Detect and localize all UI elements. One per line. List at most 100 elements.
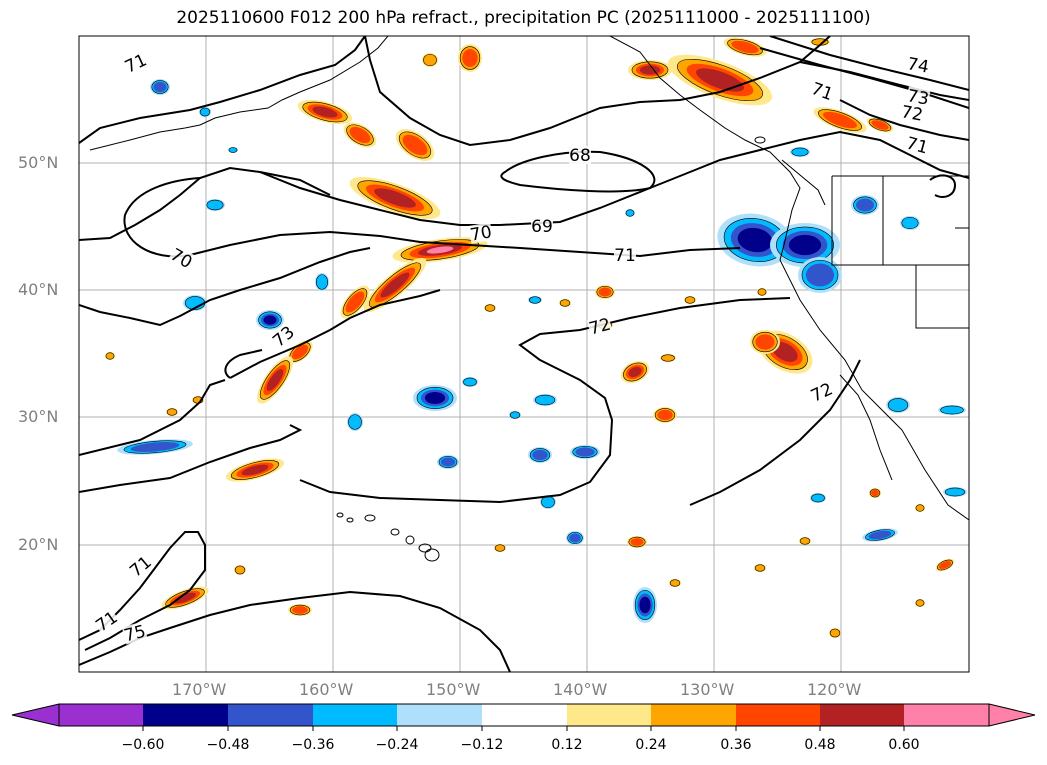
contour-line xyxy=(689,359,861,506)
precip-positive-region xyxy=(595,285,615,299)
contour-label-bg xyxy=(468,222,494,244)
contour-label-bg xyxy=(586,314,613,338)
contour-label-bg xyxy=(569,146,591,164)
contour-label-bg xyxy=(121,621,148,645)
chart-title: 2025110600 F012 200 hPa refract., precip… xyxy=(176,8,871,28)
colorbar-segment xyxy=(313,704,397,726)
island-outline xyxy=(390,528,400,536)
precip-positive-region xyxy=(935,558,955,572)
precip-positive-region xyxy=(166,408,178,416)
colorbar-outline xyxy=(58,703,990,727)
precip-positive-region xyxy=(287,340,313,364)
precip-negative-region xyxy=(413,385,457,411)
contour-label-bg xyxy=(614,246,636,264)
precip-positive-region xyxy=(422,53,438,67)
colorbar-segment xyxy=(651,704,736,726)
contour-label-bg xyxy=(808,78,836,104)
island-outline xyxy=(418,543,432,553)
colorbar-segment xyxy=(904,704,989,726)
precip-negative-region xyxy=(528,447,552,463)
coastline-path xyxy=(781,159,826,206)
contour-label-bg xyxy=(905,86,931,108)
longitude-label: 130°W xyxy=(680,680,735,699)
precip-positive-region xyxy=(494,544,506,552)
precip-positive-region xyxy=(458,44,482,72)
colorbar-tick-label: −0.36 xyxy=(291,737,335,753)
precip-positive-region xyxy=(297,99,353,125)
precip-negative-region xyxy=(509,411,521,419)
island-outline xyxy=(336,512,344,518)
colorbar-segment xyxy=(228,704,313,726)
colorbar-tick-label: −0.24 xyxy=(375,737,419,753)
contour-line xyxy=(229,289,441,379)
precip-positive-region xyxy=(750,330,780,354)
coastline-path xyxy=(831,176,969,266)
coastline-path xyxy=(89,36,389,151)
contour-label-bg xyxy=(807,379,836,405)
contour-line xyxy=(759,47,969,109)
precip-positive-region xyxy=(105,352,115,360)
coastlines xyxy=(89,36,969,562)
precip-negative-region xyxy=(315,273,329,291)
precip-positive-region xyxy=(813,107,867,133)
refractivity-contours xyxy=(79,36,969,672)
map-frame-bg xyxy=(79,36,969,672)
precip-positive-region xyxy=(669,579,681,587)
precip-positive-region xyxy=(754,564,766,572)
precip-negative-region xyxy=(851,195,879,215)
colorbar-segment xyxy=(567,704,651,726)
contour-line xyxy=(79,166,261,241)
precip-positive-region xyxy=(660,354,676,362)
contour-label: 68 xyxy=(569,146,591,166)
precip-positive-region xyxy=(340,285,370,319)
contour-label: 70 xyxy=(469,222,494,245)
colorbar-tick-label: −0.48 xyxy=(206,737,250,753)
colorbar-tick-label: −0.60 xyxy=(121,737,165,753)
contour-line xyxy=(299,297,791,504)
contour-label-bg xyxy=(92,607,121,635)
precip-positive-region xyxy=(234,565,246,575)
colorbar-segment xyxy=(482,704,567,726)
contour-line xyxy=(79,424,303,493)
precip-positive-region xyxy=(667,54,773,106)
precip-positive-region xyxy=(653,407,677,423)
precip-negative-region xyxy=(810,493,826,503)
latitude-label: 50°N xyxy=(18,153,59,172)
longitude-label: 140°W xyxy=(553,680,608,699)
longitude-label: 120°W xyxy=(807,680,862,699)
precip-negative-region xyxy=(633,587,657,623)
precip-negative-region xyxy=(117,439,193,455)
precip-negative-region xyxy=(228,147,238,153)
precip-negative-region xyxy=(347,413,363,431)
contour-line xyxy=(839,99,969,141)
contour-line xyxy=(79,247,371,327)
coastline-path xyxy=(915,265,969,329)
colorbar-tick-label: 0.12 xyxy=(551,737,583,753)
precip-negative-region xyxy=(938,405,966,415)
precip-positive-region xyxy=(723,37,767,57)
precip-positive-region xyxy=(869,488,881,498)
precip-positive-region xyxy=(395,129,435,161)
precip-negative-region xyxy=(205,199,225,211)
contour-line xyxy=(123,177,201,258)
latitude-label: 30°N xyxy=(18,407,59,426)
island-outline xyxy=(364,514,376,522)
precip-positive-region xyxy=(288,604,312,616)
precip-positive-region xyxy=(559,299,571,307)
precip-positive-region xyxy=(225,458,285,482)
contour-label-bg xyxy=(126,552,155,581)
precip-positive-region xyxy=(363,257,427,313)
precip-negative-region xyxy=(540,495,556,509)
contour-line xyxy=(929,174,957,198)
colorbar-segment xyxy=(59,704,143,726)
contour-line xyxy=(364,36,831,147)
precip-negative-region xyxy=(462,377,478,387)
island-outline xyxy=(346,517,354,523)
map-frame xyxy=(78,35,970,673)
island-outline xyxy=(754,136,766,144)
precip-negative-region xyxy=(862,528,898,542)
longitude-label: 150°W xyxy=(426,680,481,699)
precip-positive-region xyxy=(915,504,925,512)
island-outline xyxy=(405,535,415,545)
precip-negative-region xyxy=(790,147,810,157)
